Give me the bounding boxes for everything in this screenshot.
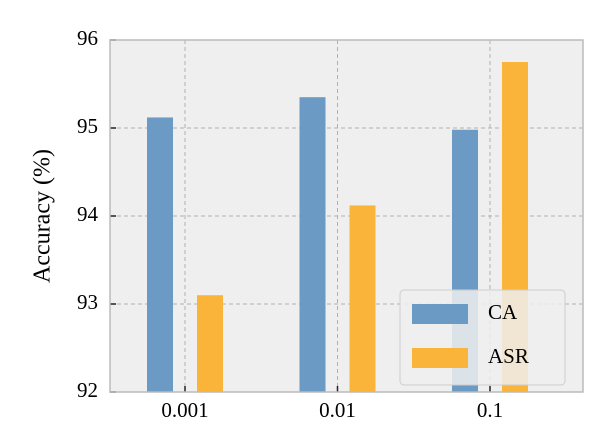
bar — [349, 205, 376, 392]
bar — [299, 97, 326, 392]
bar — [197, 295, 223, 392]
y-tick-label: 93 — [77, 290, 98, 314]
legend-label: CA — [488, 300, 518, 324]
legend-swatch — [412, 348, 468, 368]
y-tick-label: 95 — [77, 114, 98, 138]
y-axis-label: Accuracy (%) — [30, 149, 56, 283]
x-tick-label: 0.1 — [477, 398, 503, 422]
x-tick-label: 0.01 — [319, 398, 356, 422]
plot-frame — [109, 39, 584, 393]
y-tick-label: 94 — [77, 202, 99, 226]
legend-label: ASR — [488, 344, 529, 368]
y-tick-label: 92 — [77, 378, 98, 402]
bar — [147, 117, 173, 392]
y-tick-label: 96 — [77, 26, 98, 50]
legend-swatch — [412, 304, 468, 324]
x-tick-label: 0.001 — [161, 398, 208, 422]
